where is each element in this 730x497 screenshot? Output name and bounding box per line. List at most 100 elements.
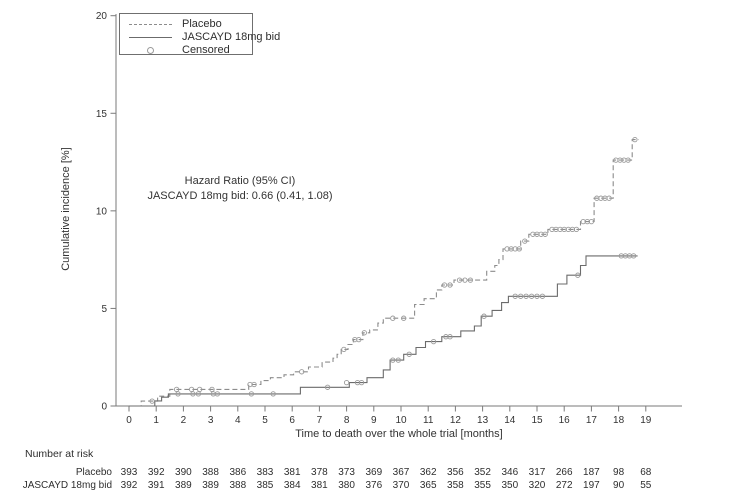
censored-marker-jascayd <box>175 391 181 397</box>
legend-item-jascayd: JASCAYD 18mg bid <box>120 31 280 44</box>
risk-value: 266 <box>555 467 573 478</box>
censored-marker-placebo <box>251 381 257 388</box>
censored-marker-placebo <box>401 315 407 321</box>
risk-value: 392 <box>147 467 165 478</box>
censored-marker-placebo <box>456 277 463 283</box>
x-tick-label: 9 <box>371 415 377 426</box>
risk-value: 376 <box>365 480 383 491</box>
censored-marker-placebo <box>542 231 548 237</box>
x-tick-label: 18 <box>613 415 625 426</box>
censored-marker-jascayd <box>190 391 196 397</box>
x-tick-label: 6 <box>289 415 295 426</box>
censored-marker-jascayd <box>523 293 529 299</box>
risk-value: 383 <box>256 467 274 478</box>
legend-item-placebo: Placebo <box>120 18 252 31</box>
censored-marker-placebo <box>149 398 155 404</box>
legend-label: Censored <box>182 44 230 56</box>
censored-marker-jascayd <box>358 379 365 386</box>
risk-value: 346 <box>501 467 519 478</box>
risk-value: 381 <box>283 467 301 478</box>
x-tick-label: 19 <box>640 415 652 426</box>
risk-row-label-placebo: Placebo <box>75 467 112 478</box>
x-tick-label: 16 <box>559 415 571 426</box>
censored-marker-jascayd <box>512 293 518 299</box>
risk-value: 385 <box>256 480 274 491</box>
number-at-risk-heading: Number at risk <box>25 448 94 460</box>
censored-marker-placebo <box>173 386 180 393</box>
censored-marker-jascayd <box>390 357 396 363</box>
x-tick-label: 7 <box>317 415 323 426</box>
chart-legend: Placebo JASCAYD 18mg bid Censored <box>119 13 280 57</box>
risk-row-label-jascayd: JASCAYD 18mg bid <box>22 480 112 491</box>
risk-value: 362 <box>419 467 437 478</box>
x-tick-label: 5 <box>262 415 268 426</box>
y-tick-label: 0 <box>101 402 107 413</box>
x-axis-label: Time to death over the whole trial [mont… <box>295 428 503 440</box>
censored-marker-placebo <box>361 330 367 336</box>
censored-marker-placebo <box>516 246 522 252</box>
x-tick-label: 4 <box>235 415 241 426</box>
curve-jascayd <box>129 255 638 407</box>
x-tick-label: 17 <box>586 415 598 426</box>
y-axis-label: Cumulative incidence [%] <box>60 147 72 271</box>
risk-value: 373 <box>338 467 355 478</box>
censored-marker-placebo <box>632 136 638 143</box>
risk-value: 350 <box>501 480 519 491</box>
risk-value: 381 <box>311 480 328 491</box>
legend-item-censored: Censored <box>120 44 252 57</box>
censored-marker-placebo <box>606 195 612 201</box>
censored-marker-jascayd <box>630 253 637 259</box>
risk-value: 369 <box>365 467 383 478</box>
x-tick-label: 13 <box>477 415 489 426</box>
hazard-ratio-title: Hazard Ratio (95% CI) <box>184 175 296 187</box>
censored-marker-jascayd <box>395 357 401 363</box>
x-tick-label: 14 <box>504 415 516 426</box>
risk-value: 68 <box>640 467 652 478</box>
curve-placebo <box>129 139 639 407</box>
risk-value: 90 <box>613 480 625 491</box>
risk-value: 389 <box>202 480 219 491</box>
hazard-ratio-value: JASCAYD 18mg bid: 0.66 (0.41, 1.08) <box>147 189 333 202</box>
censored-marker-jascayd <box>518 293 524 299</box>
censored-marker-jascayd <box>430 338 437 345</box>
risk-value: 317 <box>528 467 546 478</box>
y-tick-label: 20 <box>96 11 108 22</box>
solid-line-icon <box>129 37 172 38</box>
x-tick-label: 10 <box>395 415 407 426</box>
risk-value: 365 <box>419 480 437 491</box>
risk-value: 392 <box>120 480 138 491</box>
risk-value: 197 <box>583 480 600 491</box>
legend-label: JASCAYD 18mg bid <box>182 31 281 43</box>
censored-marker-jascayd <box>528 293 535 299</box>
censored-marker-placebo <box>462 277 468 283</box>
risk-value: 367 <box>392 467 410 478</box>
censored-marker-jascayd <box>539 293 546 299</box>
risk-value: 272 <box>555 480 573 491</box>
dashed-line-icon <box>129 24 172 25</box>
risk-value: 386 <box>229 467 247 478</box>
x-tick-label: 0 <box>126 415 132 426</box>
risk-value: 391 <box>147 480 165 491</box>
censored-marker-placebo <box>447 282 453 288</box>
y-tick-label: 5 <box>101 304 107 315</box>
x-tick-label: 1 <box>153 415 159 426</box>
censored-marker-placebo <box>573 226 580 233</box>
censored-marker-jascayd <box>343 379 350 386</box>
legend-label: Placebo <box>182 18 222 30</box>
risk-value: 378 <box>311 467 328 478</box>
risk-value: 98 <box>613 467 625 478</box>
censored-marker-jascayd <box>534 293 540 299</box>
risk-value: 370 <box>392 480 410 491</box>
risk-value: 355 <box>474 480 491 491</box>
risk-value: 390 <box>175 467 192 478</box>
censored-marker-jascayd <box>214 391 221 397</box>
censored-marker-placebo <box>341 346 347 353</box>
risk-value: 393 <box>120 467 138 478</box>
censored-marker-icon <box>147 47 154 54</box>
censored-marker-placebo <box>299 369 305 375</box>
censored-marker-jascayd <box>248 391 255 397</box>
risk-value: 388 <box>202 467 219 478</box>
x-tick-label: 12 <box>450 415 462 426</box>
